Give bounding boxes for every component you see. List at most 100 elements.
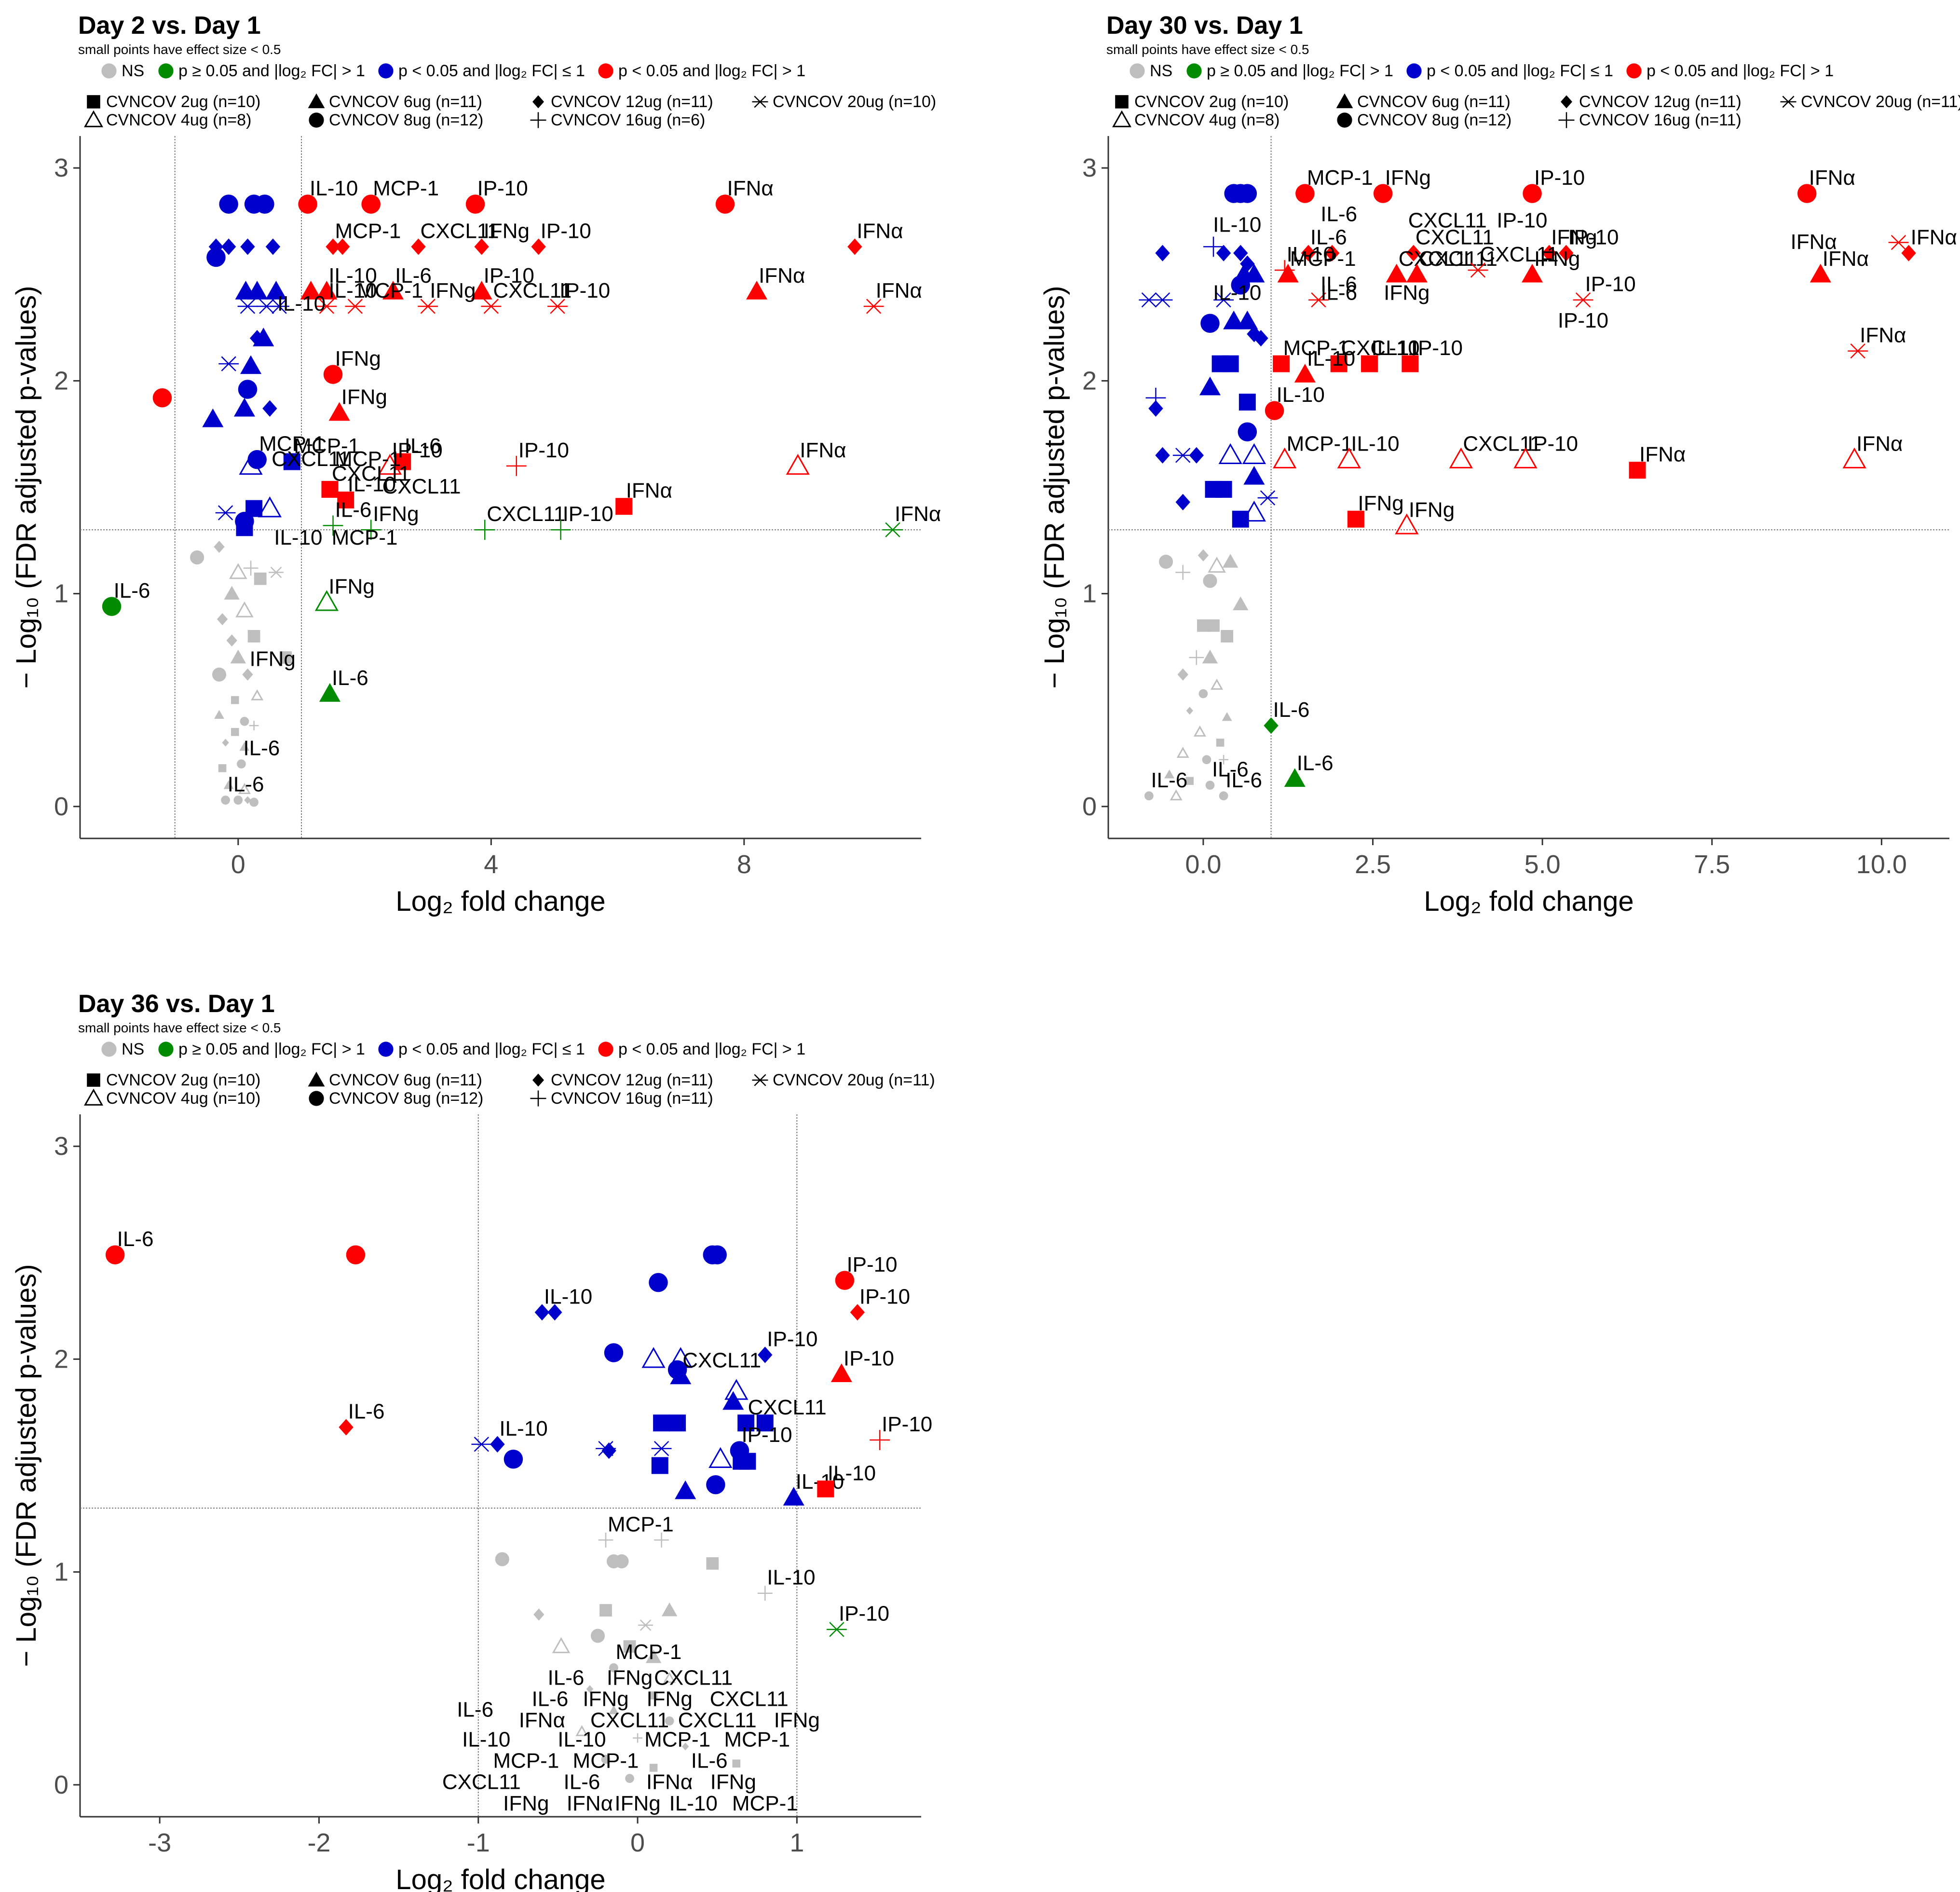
data-point <box>1347 510 1364 528</box>
data-point <box>715 194 735 214</box>
data-point <box>243 561 259 576</box>
data-point <box>653 1414 670 1432</box>
y-tick-label: 3 <box>54 153 68 182</box>
point-label: IL-6 <box>348 1400 385 1424</box>
data-point <box>649 1691 658 1700</box>
point-label: IP-10 <box>882 1412 932 1436</box>
data-point <box>638 1619 653 1631</box>
y-tick-label: 0 <box>54 1770 68 1799</box>
point-label: IL-10 <box>1287 243 1335 266</box>
data-point <box>1629 462 1646 479</box>
data-point <box>1559 245 1574 261</box>
data-point <box>1242 500 1266 522</box>
data-point <box>598 1533 613 1548</box>
data-point <box>1176 747 1189 758</box>
point-label: CXCL11 <box>1463 432 1541 456</box>
point-label: MCP-1 <box>259 432 325 456</box>
data-point <box>847 238 862 255</box>
data-point <box>237 759 246 768</box>
data-point <box>337 491 354 508</box>
point-label: IFNg <box>646 1687 692 1711</box>
data-point <box>590 1629 605 1643</box>
point-label: IFNα <box>626 479 672 503</box>
data-point <box>238 783 251 794</box>
point-label: IL-6 <box>395 264 432 288</box>
panel-title: Day 30 vs. Day 1 <box>1106 12 1303 40</box>
data-point <box>1203 236 1224 257</box>
legend-status-label: NS <box>122 62 144 80</box>
data-point <box>706 1475 725 1494</box>
data-point <box>835 1271 855 1290</box>
data-point <box>314 590 339 611</box>
data-point <box>1215 480 1232 498</box>
point-label: IL-6 <box>564 1770 600 1794</box>
data-point <box>229 563 247 579</box>
data-point <box>1202 755 1211 765</box>
data-point <box>1175 494 1190 510</box>
point-label: IP-10 <box>477 177 528 200</box>
data-point <box>609 1705 619 1714</box>
point-label: IFNg <box>335 347 381 370</box>
data-point <box>661 1602 678 1617</box>
point-label: MCP-1 <box>608 1512 674 1536</box>
data-point <box>1213 292 1234 308</box>
data-point <box>481 299 502 314</box>
y-tick-label: 1 <box>54 1558 68 1587</box>
point-label: IFNg <box>614 1792 660 1815</box>
y-tick-label: 2 <box>54 1344 68 1373</box>
point-label: IFNg <box>373 502 419 526</box>
point-label: IFNg <box>583 1687 628 1711</box>
point-label: IL-6 <box>1320 273 1357 296</box>
point-label: IL-10 <box>328 264 377 288</box>
data-point <box>339 1419 354 1436</box>
y-axis-title: − Log₁₀ (FDR adjusted p-values) <box>11 1264 42 1667</box>
y-tick-label: 0 <box>1082 792 1097 821</box>
data-point <box>1155 447 1170 464</box>
data-point <box>1198 549 1209 562</box>
point-label: IP-10 <box>1585 273 1636 296</box>
point-label: IP-10 <box>859 1285 910 1308</box>
data-point <box>756 1414 774 1432</box>
point-label: MCP-1 <box>732 1792 798 1815</box>
y-tick-label: 0 <box>54 792 68 821</box>
legend-group-swatch <box>532 95 544 109</box>
data-point <box>219 194 238 214</box>
legend-status-label: p < 0.05 and |log₂ FC| > 1 <box>618 1040 805 1058</box>
data-point <box>321 480 339 498</box>
legend-group-label: CVNCOV 12ug (n=11) <box>551 93 713 111</box>
data-point <box>490 1436 505 1453</box>
data-point <box>240 355 262 374</box>
legend-group-swatch <box>309 1091 324 1106</box>
data-point <box>575 1725 588 1736</box>
data-point <box>1221 630 1234 643</box>
point-label: IL-10 <box>328 279 377 302</box>
data-point <box>601 1755 611 1764</box>
data-point <box>830 1363 852 1382</box>
point-label: CXCL11 <box>1419 247 1497 271</box>
legend-group-swatch <box>1561 95 1572 109</box>
point-label: IFNα <box>1791 230 1837 254</box>
point-label: IFNg <box>1384 281 1429 305</box>
legend-status-label: NS <box>1150 62 1172 80</box>
data-point <box>246 281 268 300</box>
point-label: IL-10 <box>1351 432 1399 456</box>
legend-group-swatch <box>84 110 103 127</box>
legend-group-swatch <box>87 1073 100 1087</box>
point-label: IFNg <box>1409 498 1455 521</box>
point-label: IFNα <box>1911 226 1957 249</box>
data-point <box>649 1764 658 1772</box>
data-point <box>319 683 340 702</box>
data-point <box>681 1742 689 1751</box>
data-point <box>221 795 230 805</box>
legend-group-swatch <box>1780 96 1797 108</box>
data-point <box>1523 184 1542 203</box>
data-point <box>226 634 237 647</box>
data-point <box>645 1649 662 1663</box>
data-point <box>1402 355 1419 372</box>
data-point <box>827 1622 847 1637</box>
point-label: IFNα <box>646 1770 693 1794</box>
x-tick-label: 7.5 <box>1694 850 1730 879</box>
point-label: MCP-1 <box>644 1727 710 1751</box>
x-tick-label: -2 <box>307 1828 330 1857</box>
data-point <box>1330 355 1348 372</box>
